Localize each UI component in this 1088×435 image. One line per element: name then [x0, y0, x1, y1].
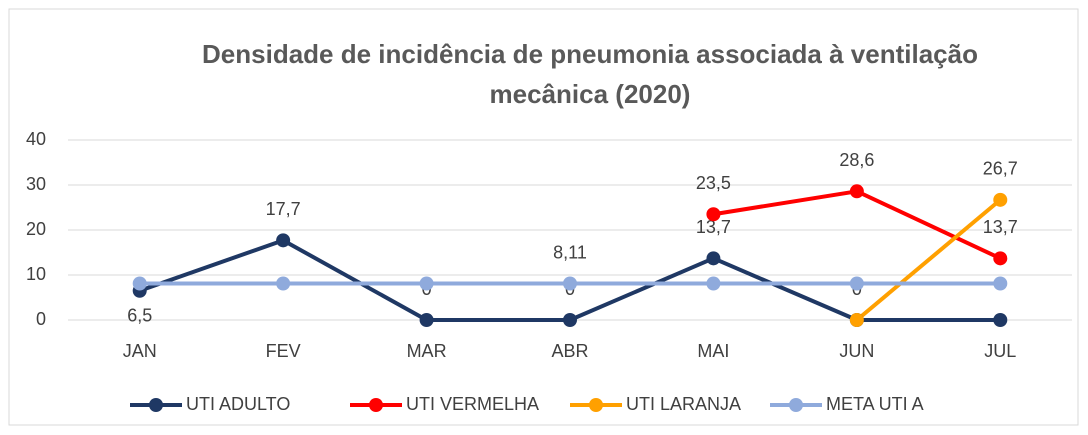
x-tick-label: FEV — [266, 341, 301, 361]
legend-marker — [149, 398, 163, 412]
data-point — [849, 313, 864, 327]
data-point — [993, 192, 1008, 207]
data-label: 23,5 — [696, 173, 731, 193]
data-point — [419, 313, 434, 327]
data-point — [276, 233, 291, 248]
legend-label: UTI VERMELHA — [406, 394, 539, 414]
y-tick-label: 40 — [26, 129, 46, 149]
data-point — [706, 276, 721, 291]
x-tick-label: MAI — [697, 341, 729, 361]
y-tick-label: 0 — [36, 309, 46, 329]
data-label: 17,7 — [266, 199, 301, 219]
data-point — [706, 251, 721, 266]
data-point — [419, 276, 434, 291]
legend-label: UTI ADULTO — [186, 394, 290, 414]
x-tick-label: MAR — [407, 341, 447, 361]
legend-marker — [789, 398, 803, 412]
y-tick-label: 20 — [26, 219, 46, 239]
x-tick-label: ABR — [551, 341, 588, 361]
x-tick-label: JAN — [123, 341, 157, 361]
data-point — [849, 276, 864, 291]
data-point — [276, 276, 291, 291]
y-tick-label: 30 — [26, 174, 46, 194]
y-tick-label: 10 — [26, 264, 46, 284]
chart-border — [8, 8, 1079, 426]
data-label: 8,11 — [553, 242, 587, 262]
data-point — [132, 276, 147, 291]
data-point — [706, 207, 721, 222]
series-line — [855, 198, 1002, 322]
legend-label: UTI LARANJA — [626, 394, 741, 414]
data-point — [563, 276, 577, 291]
data-point — [563, 313, 577, 327]
data-point — [993, 251, 1008, 266]
x-tick-label: JUN — [839, 341, 874, 361]
legend-marker — [369, 398, 383, 412]
data-label: 26,7 — [983, 159, 1018, 179]
data-point — [993, 313, 1008, 327]
data-label: 28,6 — [839, 150, 874, 170]
x-tick-label: JUL — [984, 341, 1016, 361]
data-label: 13,7 — [983, 217, 1018, 237]
data-point — [993, 276, 1008, 291]
chart-title: Densidade de incidência de pneumonia ass… — [202, 39, 978, 109]
legend-label: META UTI A — [826, 394, 924, 414]
data-label: 13,7 — [696, 217, 731, 237]
legend-marker — [589, 398, 603, 412]
data-point — [849, 184, 864, 199]
data-label: 6,5 — [127, 306, 152, 326]
